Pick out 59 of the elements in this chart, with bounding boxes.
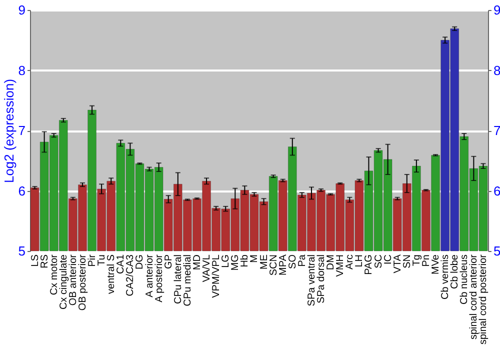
x-tick-label: Arc: [344, 254, 356, 270]
x-tick-label: OB anterior: [68, 254, 79, 306]
x-tick-label: VPM/VPL: [211, 254, 222, 298]
x-tick-label: SPa ventral: [306, 254, 318, 306]
x-tick-label: VA/VL: [202, 254, 213, 282]
y-tick-label: 7: [18, 123, 26, 138]
x-tick-label: Cb lobe: [450, 254, 461, 289]
x-tick-label: CA1: [116, 254, 127, 274]
x-tick-label: M: [249, 254, 260, 263]
x-tick-label: SPa dorsal: [316, 254, 328, 304]
x-tick-label: RS: [39, 254, 50, 268]
y-tick-label: 6: [18, 183, 26, 198]
x-tick-label: SN: [402, 254, 413, 268]
y2-tick-label: 6: [494, 183, 500, 198]
y-tick-label: 5: [18, 244, 26, 258]
x-tick-label: spinal cord posterior: [478, 254, 490, 345]
x-tick-label: Cx motor: [48, 254, 60, 296]
x-tick-label: Hb: [240, 254, 251, 268]
x-tick-label: spinal cord anterior: [468, 254, 480, 340]
y-tick-label: 8: [18, 62, 26, 78]
y-axis-title: Log2 (expression): [1, 78, 16, 184]
x-tick-label: SCN: [268, 254, 280, 276]
x-tick-label: Cb vermis: [440, 254, 452, 300]
x-tick-label: OB posterior: [77, 254, 88, 311]
x-tick-label: A posterior: [154, 254, 165, 302]
x-tick-label: LG: [220, 254, 232, 268]
x-tick-label: IC: [382, 254, 394, 264]
x-tick-label: MPA: [278, 254, 289, 276]
x-tick-label: SC: [373, 254, 384, 268]
x-tick-label: ME: [258, 254, 270, 270]
x-tick-label: Tg: [411, 254, 422, 266]
x-tick-label: Pa: [296, 254, 308, 267]
y2-tick-label: 8: [494, 62, 500, 78]
x-tick-label: GP: [163, 254, 174, 269]
x-tick-label: DG: [134, 254, 146, 270]
x-tick-label: CPu lateral: [172, 254, 184, 304]
x-tick-label: CPu medial: [182, 254, 194, 306]
x-tick-label: VTA: [392, 254, 404, 274]
y-tick-label: 9: [18, 2, 26, 18]
x-tick-label: PAG: [364, 254, 375, 275]
x-tick-label: Cx cingulate: [58, 254, 70, 310]
x-tick-label: LH: [354, 254, 366, 268]
x-tick-label: MG: [230, 254, 242, 271]
x-tick-label: Pn: [420, 254, 432, 267]
x-tick-label: Cb nucleus: [459, 254, 470, 305]
x-tick-label: Pir: [87, 254, 98, 267]
x-tick-label: CA2/CA3: [125, 254, 136, 296]
y2-tick-label: 9: [494, 2, 500, 18]
x-tick-label: A anterior: [144, 254, 156, 298]
x-tick-label: SO: [287, 254, 298, 269]
x-tick-label: Tu: [96, 254, 108, 266]
x-tick-label: ventral S: [106, 254, 118, 294]
x-tick-label: MD: [192, 254, 203, 270]
x-tick-label: DM: [326, 254, 337, 270]
x-tick-label: VMH: [335, 254, 346, 277]
y2-tick-label: 5: [494, 244, 500, 258]
x-tick-label: LS: [30, 254, 41, 267]
y2-tick-label: 7: [494, 123, 500, 138]
x-tick-label: MVe: [430, 254, 442, 275]
